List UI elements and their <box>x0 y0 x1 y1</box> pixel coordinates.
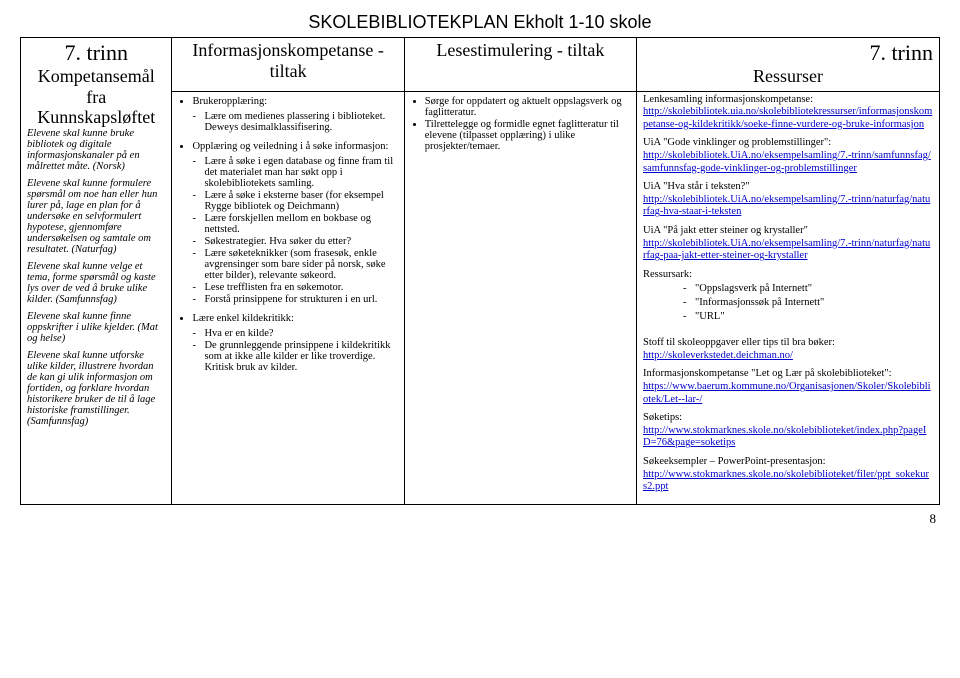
kompetanse-p1: Elevene skal kunne bruke bibliotek og di… <box>27 128 165 172</box>
kompetanse-p3: Elevene skal kunne velge et tema, forme … <box>27 261 165 305</box>
page-number: 8 <box>20 511 940 527</box>
res-b4-link[interactable]: http://skolebibliotek.UiA.no/eksempelsam… <box>643 238 930 262</box>
header-col4: 7. trinn Ressurser <box>637 38 940 92</box>
res-b5-label: Stoff til skoleoppgaver eller tips til b… <box>643 337 835 348</box>
info-g2-i6: Lese trefflisten fra en søkemotor. <box>192 282 397 293</box>
res-b1-link[interactable]: http://skolebibliotek.uia.no/skolebiblio… <box>643 106 932 130</box>
main-table: 7. trinn Kompetansemål fra Kunnskapsløft… <box>20 37 940 505</box>
trinn-right: 7. trinn <box>643 40 933 66</box>
res-resark-i3: "URL" <box>683 311 933 324</box>
res-b8-label: Søkeeksempler – PowerPoint-presentasjon: <box>643 456 826 467</box>
res-resark-i1: "Oppslagsverk på Internett" <box>683 283 933 296</box>
info-g3-i2: De grunnleggende prinsippene i kildekrit… <box>192 340 397 373</box>
info-g2-i4: Søkestrategier. Hva søker du etter? <box>192 236 397 247</box>
cell-res: Lenkesamling informasjonskompetanse: htt… <box>637 91 940 504</box>
page-title: SKOLEBIBLIOTEKPLAN Ekholt 1-10 skole <box>20 12 940 33</box>
res-b8-link[interactable]: http://www.stokmarknes.skole.no/skolebib… <box>643 469 929 493</box>
kompetanse-p2: Elevene skal kunne formulere spørsmål om… <box>27 178 165 255</box>
kompetanse-p5: Elevene skal kunne utforske ulike kilder… <box>27 350 165 427</box>
res-b3-label: UiA "Hva står i teksten?" <box>643 181 750 192</box>
header-col1: 7. trinn Kompetansemål fra Kunnskapsløft… <box>21 38 172 505</box>
res-b6-link[interactable]: https://www.baerum.kommune.no/Organisasj… <box>643 381 931 405</box>
res-b6-label: Informasjonskompetanse "Let og Lær på sk… <box>643 368 892 379</box>
info-g1-head: Brukeropplæring: <box>192 96 397 107</box>
info-g3-i1: Hva er en kilde? <box>192 328 397 339</box>
cell-info: Brukeropplæring: Lære om medienes plasse… <box>172 91 404 504</box>
info-g2-i7: Forstå prinsippene for strukturen i en u… <box>192 294 397 305</box>
cell-lese: Sørge for oppdatert og aktuelt oppslagsv… <box>404 91 636 504</box>
res-resark-i2: "Informasjonssøk på Internett" <box>683 297 933 310</box>
trinn-left: 7. trinn <box>27 40 165 66</box>
header-col4-label: Ressurser <box>643 66 933 87</box>
info-g2-i3: Lære forskjellen mellom en bokbase og ne… <box>192 213 397 235</box>
info-g2-head: Opplæring og veiledning i å søke informa… <box>192 141 397 152</box>
res-b7-label: Søketips: <box>643 412 682 423</box>
res-b2-link[interactable]: http://skolebibliotek.UiA.no/eksempelsam… <box>643 150 931 174</box>
info-g2-i5: Lære søketeknikker (som frasesøk, enkle … <box>192 248 397 281</box>
info-g1-i1: Lære om medienes plassering i biblioteke… <box>192 111 397 133</box>
lese-i2: Tilrettelegge og formidle egnet faglitte… <box>425 119 630 152</box>
info-g3-head: Lære enkel kildekritikk: <box>192 313 397 324</box>
info-g2-i2: Lære å søke i eksterne baser (for eksemp… <box>192 190 397 212</box>
header-col3: Lesestimulering - tiltak <box>404 38 636 92</box>
info-g2-i1: Lære å søke i egen database og finne fra… <box>192 156 397 189</box>
res-b4-label: UiA "På jakt etter steiner og krystaller… <box>643 225 808 236</box>
lese-i1: Sørge for oppdatert og aktuelt oppslagsv… <box>425 96 630 118</box>
res-b3-link[interactable]: http://skolebibliotek.UiA.no/eksempelsam… <box>643 194 930 218</box>
header-col2: Informasjonskompetanse - tiltak <box>172 38 404 92</box>
kompetanse-p4: Elevene skal kunne finne oppskrifter i u… <box>27 311 165 344</box>
res-b7-link[interactable]: http://www.stokmarknes.skole.no/skolebib… <box>643 425 926 449</box>
res-b5-link[interactable]: http://skoleverkstedet.deichman.no/ <box>643 350 793 361</box>
res-b1-label: Lenkesamling informasjonskompetanse: <box>643 94 813 105</box>
res-resark-label: Ressursark: <box>643 269 692 280</box>
res-b2-label: UiA "Gode vinklinger og problemstillinge… <box>643 137 831 148</box>
header-col1-label: Kompetansemål fra Kunnskapsløftet <box>27 66 165 128</box>
